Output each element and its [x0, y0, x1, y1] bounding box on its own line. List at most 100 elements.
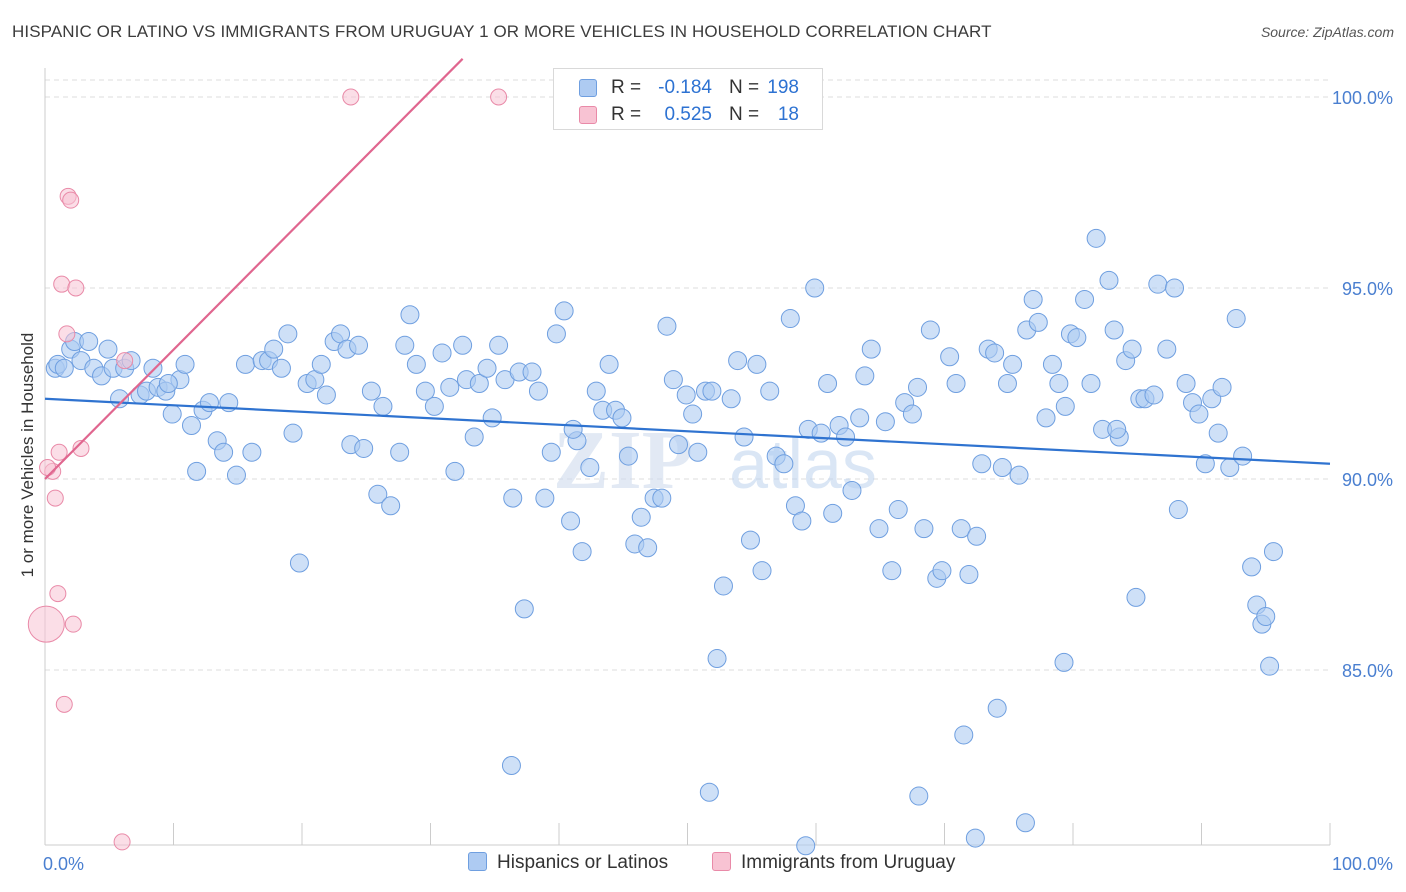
data-point-hispanics: [699, 782, 719, 802]
legend-swatch-pink: [579, 106, 597, 124]
data-point-hispanics: [514, 599, 534, 619]
data-point-hispanics: [354, 438, 374, 458]
bottom-legend-hispanics: Hispanics or Latinos: [468, 852, 668, 874]
data-point-hispanics: [482, 408, 502, 428]
data-point-hispanics: [728, 351, 748, 371]
data-point-hispanics: [264, 339, 284, 359]
data-point-hispanics: [1086, 228, 1106, 248]
data-point-hispanics: [967, 526, 987, 546]
data-point-hispanics: [235, 354, 255, 374]
legend-r-value: 0.525: [664, 104, 712, 125]
data-point-hispanics: [836, 427, 856, 447]
gridlines: [45, 79, 1330, 671]
data-point-hispanics: [572, 542, 592, 562]
data-point-hispanics: [143, 358, 163, 378]
data-point-hispanics: [522, 362, 542, 382]
data-point-hispanics: [1212, 377, 1232, 397]
data-point-hispanics: [992, 458, 1012, 478]
data-point-hispanics: [316, 385, 336, 405]
data-point-uruguay: [27, 605, 65, 643]
data-point-hispanics: [842, 480, 862, 500]
data-point-hispanics: [618, 446, 638, 466]
data-point-hispanics: [440, 377, 460, 397]
data-point-hispanics: [158, 374, 178, 393]
data-point-hispanics: [780, 309, 800, 329]
data-point-hispanics: [1009, 465, 1029, 485]
data-point-hispanics: [734, 427, 754, 447]
legend-n-label: N =: [729, 104, 760, 125]
data-point-hispanics: [424, 396, 444, 416]
data-point-hispanics: [528, 381, 548, 401]
data-point-hispanics: [1081, 374, 1101, 393]
trend-lines: [44, 58, 1331, 480]
data-point-hispanics: [1104, 320, 1124, 340]
data-point-hispanics: [652, 488, 672, 508]
data-point-hispanics: [1042, 354, 1062, 374]
data-point-hispanics: [683, 404, 703, 424]
data-point-hispanics: [162, 404, 182, 424]
x-tick-label: 0.0%: [43, 854, 84, 874]
data-point-hispanics: [1233, 446, 1253, 466]
data-point-hispanics: [501, 756, 521, 775]
data-point-hispanics: [79, 331, 99, 351]
data-point-hispanics: [390, 442, 410, 462]
data-point-hispanics: [1168, 500, 1188, 520]
bottom-legend-label: Immigrants from Uruguay: [741, 852, 956, 873]
data-point-hispanics: [740, 530, 760, 550]
data-point-hispanics: [432, 343, 452, 363]
legend-n-value: 18: [777, 104, 799, 125]
data-point-hispanics: [902, 404, 922, 424]
data-point-hispanics: [1003, 354, 1023, 374]
data-point-hispanics: [1148, 274, 1168, 294]
data-point-hispanics: [561, 511, 581, 531]
data-point-uruguay: [55, 695, 73, 713]
data-point-hispanics: [914, 519, 934, 539]
data-point-hispanics: [1144, 385, 1164, 405]
data-point-hispanics: [1055, 396, 1075, 416]
data-point-hispanics: [954, 725, 974, 745]
data-point-hispanics: [214, 442, 234, 462]
data-point-hispanics: [796, 836, 816, 856]
data-point-hispanics: [599, 354, 619, 374]
data-point-hispanics: [908, 377, 928, 397]
data-point-hispanics: [959, 565, 979, 584]
data-point-hispanics: [1049, 374, 1069, 393]
data-point-hispanics: [1054, 652, 1074, 672]
data-point-hispanics: [940, 347, 960, 367]
chart-title: HISPANIC OR LATINO VS IMMIGRANTS FROM UR…: [12, 22, 992, 41]
bottom-legend-swatch-pink: [712, 852, 731, 871]
data-point-hispanics: [535, 488, 555, 508]
data-point-hispanics: [54, 358, 74, 378]
data-point-uruguay: [39, 459, 57, 477]
data-point-hispanics: [226, 465, 246, 485]
data-point-hispanics: [1028, 312, 1048, 332]
data-point-uruguay: [53, 275, 71, 293]
y-tick-label: 100.0%: [1332, 88, 1393, 108]
data-point-hispanics: [669, 435, 689, 455]
data-point-hispanics: [373, 396, 393, 416]
bottom-legend-uruguay: Immigrants from Uruguay: [712, 852, 955, 874]
data-point-hispanics: [1176, 374, 1196, 393]
data-point-hispanics: [1075, 289, 1095, 309]
legend-row-hispanics: R = -0.184 N = 198: [554, 75, 822, 101]
data-point-hispanics: [676, 385, 696, 405]
data-point-hispanics: [586, 381, 606, 401]
data-point-hispanics: [278, 324, 298, 344]
data-point-hispanics: [972, 454, 992, 474]
data-point-hispanics: [1023, 289, 1043, 309]
data-point-hispanics: [774, 454, 794, 474]
tick-labels: 85.0% 90.0% 95.0% 100.0% 0.0% 100.0%: [43, 88, 1393, 874]
data-point-uruguay: [342, 88, 360, 106]
data-point-hispanics: [563, 419, 583, 439]
data-point-hispanics: [580, 458, 600, 478]
data-point-hispanics: [464, 427, 484, 447]
data-point-hispanics: [271, 358, 291, 378]
data-point-uruguay: [58, 325, 76, 343]
data-point-hispanics: [631, 507, 651, 527]
data-point-hispanics: [987, 698, 1007, 718]
trend-line-uruguay: [44, 58, 464, 480]
data-point-hispanics: [882, 561, 902, 581]
legend-n-value: 198: [767, 77, 799, 98]
data-point-hispanics: [349, 335, 369, 355]
